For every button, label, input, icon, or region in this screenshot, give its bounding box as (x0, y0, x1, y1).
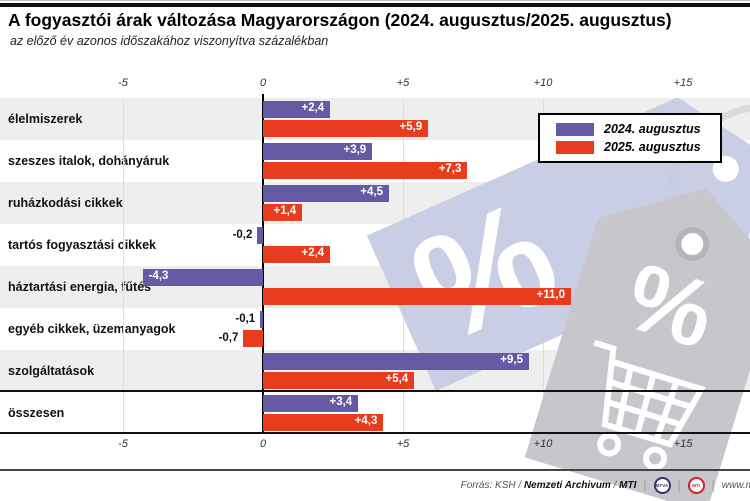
chart-legend: 2024. augusztus 2025. augusztus (538, 113, 722, 163)
bar-2025augusztus-4: +2,4 (263, 246, 331, 263)
axis-tick-label: -5 (118, 77, 128, 89)
mti-logo: MTI (687, 476, 705, 494)
axis-tick-label: +5 (396, 438, 410, 450)
legend-label-2025: 2025. augusztus (604, 140, 701, 154)
axis-tick-label: +15 (673, 77, 693, 89)
bar-value-label: -4,3 (148, 270, 169, 282)
bar-2025augusztus-1: +5,9 (263, 120, 429, 137)
bar-2024augusztus-1: +2,4 (263, 101, 331, 118)
legend-swatch-2025 (556, 140, 594, 154)
category-label: tartós fogyasztási cikkek (8, 238, 156, 252)
bar-2025augusztus-5: +11,0 (263, 288, 571, 305)
mtva-logo: MTVA (653, 476, 671, 494)
bar-value-label: +1,4 (273, 205, 297, 217)
page-subtitle: az előző év azonos időszakához viszonyít… (10, 34, 329, 48)
legend-item-2025: 2025. augusztus (556, 140, 720, 154)
zero-axis-line (262, 94, 264, 434)
bar-2025augusztus-3: +1,4 (263, 204, 303, 221)
tag-hole (675, 227, 710, 262)
footer: Forrás: KSH / Nemzeti Archivum / MTI | M… (0, 473, 750, 497)
bar-2024augusztus-4 (257, 227, 263, 244)
bar-value-label: +2,4 (301, 102, 325, 114)
source-credit: Forrás: KSH / Nemzeti Archivum / MTI (460, 479, 637, 491)
category-label: összesen (8, 406, 65, 420)
bar-value-label: +11,0 (536, 289, 565, 301)
legend-label-2024: 2024. augusztus (604, 122, 701, 136)
category-label: szolgáltatások (8, 364, 95, 378)
category-label: élelmiszerek (8, 112, 83, 126)
summary-separator-line (0, 390, 750, 392)
legend-item-2024: 2024. augusztus (556, 122, 720, 136)
chart-row-5: háztartási energia, fűtés (0, 266, 750, 308)
bar-value-label: -0,2 (232, 229, 253, 241)
chart-row-7: szolgáltatások (0, 350, 750, 392)
bar-value-label: -0,7 (218, 332, 239, 344)
bar-2024augusztus-3: +4,5 (263, 185, 389, 202)
bar-2024augusztus-7: +9,5 (263, 353, 529, 370)
bar-value-label: +2,4 (301, 247, 325, 259)
axis-tick-label: +10 (533, 438, 553, 450)
gridline (403, 98, 404, 434)
percent-symbol: % (389, 167, 579, 375)
axis-tick-label: 0 (259, 438, 267, 450)
axis-tick-label: 0 (259, 77, 267, 89)
axis-tick-label: -5 (118, 438, 128, 450)
bar-2024augusztus-6 (260, 311, 263, 328)
tag-string-ring (664, 102, 750, 290)
bar-value-label: +4,5 (360, 186, 383, 198)
chart-bottom-line (0, 432, 750, 434)
bar-value-label: +5,4 (385, 373, 409, 385)
bar-2024augusztus-8: +3,4 (263, 395, 359, 412)
website-link[interactable]: www.m (721, 479, 750, 491)
category-label: egyéb cikkek, üzemanyagok (8, 322, 176, 336)
bar-value-label: +3,9 (343, 144, 367, 156)
bar-value-label: +4,3 (354, 415, 378, 427)
percent-symbol: % (614, 243, 726, 369)
chart-row-3: ruházkodási cikkek (0, 182, 750, 224)
price-tag-gray: % (524, 188, 750, 501)
bar-2025augusztus-6 (243, 330, 263, 347)
top-black-bar (0, 3, 750, 7)
bar-2024augusztus-5: -4,3 (142, 269, 263, 286)
bar-value-label: +3,4 (329, 396, 353, 408)
footer-rule (0, 469, 750, 471)
axis-tick-label: +10 (533, 77, 553, 89)
legend-swatch-2024 (556, 122, 594, 136)
gridline (123, 98, 124, 434)
bar-2024augusztus-2: +3,9 (263, 143, 373, 160)
bar-2025augusztus-2: +7,3 (263, 162, 468, 179)
bar-2025augusztus-7: +5,4 (263, 372, 415, 389)
shopping-cart-icon (593, 339, 706, 471)
footer-separator: | (643, 478, 647, 492)
bar-2025augusztus-8: +4,3 (263, 414, 384, 431)
bar-value-label: +9,5 (500, 354, 523, 366)
footer-separator: | (677, 478, 681, 492)
bar-value-label: +5,9 (399, 121, 423, 133)
chart-row-8: összesen (0, 392, 750, 434)
category-label: szeszes italok, dohányáruk (8, 154, 170, 168)
category-label: ruházkodási cikkek (8, 196, 123, 210)
footer-separator: | (711, 478, 715, 492)
axis-tick-label: +15 (673, 438, 693, 450)
chart-row-6: egyéb cikkek, üzemanyagok (0, 308, 750, 350)
chart-row-4: tartós fogyasztási cikkek (0, 224, 750, 266)
axis-tick-label: +5 (396, 77, 410, 89)
bar-value-label: +7,3 (438, 163, 462, 175)
category-label: háztartási energia, fűtés (8, 280, 152, 294)
bar-value-label: -0,1 (235, 313, 256, 325)
page-title: A fogyasztói árak változása Magyarország… (8, 10, 672, 30)
